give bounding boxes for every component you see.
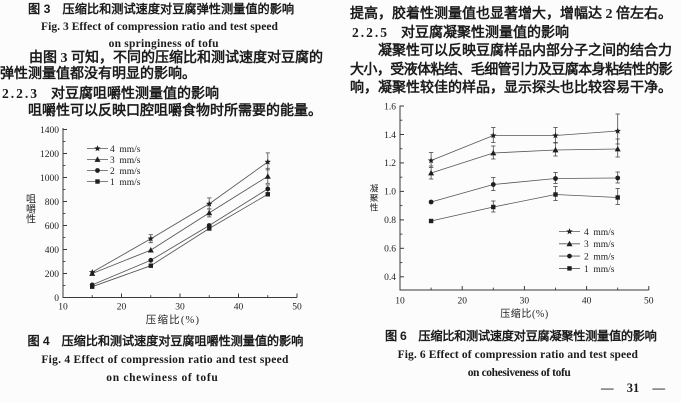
- svg-text:性: 性: [370, 202, 379, 213]
- svg-text:0.4: 0.4: [384, 273, 396, 283]
- svg-text:10: 10: [395, 297, 405, 307]
- svg-text:40: 40: [582, 297, 592, 307]
- svg-text:50: 50: [292, 302, 302, 312]
- svg-text:咀: 咀: [26, 194, 36, 206]
- svg-text:50: 50: [644, 297, 654, 307]
- svg-text:1400: 1400: [40, 126, 59, 136]
- svg-text:聚: 聚: [370, 193, 379, 203]
- svg-text:0: 0: [54, 294, 59, 304]
- svg-text:30: 30: [175, 302, 185, 312]
- svg-text:1.4: 1.4: [384, 131, 396, 141]
- svg-text:400: 400: [45, 246, 60, 256]
- svg-text:1 mm/s: 1 mm/s: [110, 178, 141, 188]
- svg-text:0.8: 0.8: [384, 216, 396, 226]
- svg-text:1000: 1000: [40, 174, 59, 184]
- svg-text:压缩比(%): 压缩比(%): [500, 307, 549, 320]
- svg-text:40: 40: [234, 302, 244, 312]
- svg-text:3 mm/s: 3 mm/s: [584, 240, 615, 250]
- svg-text:1.2: 1.2: [384, 159, 396, 169]
- svg-text:3 mm/s: 3 mm/s: [110, 156, 141, 166]
- svg-text:1 mm/s: 1 mm/s: [584, 265, 615, 275]
- svg-text:4 mm/s: 4 mm/s: [110, 145, 141, 155]
- svg-text:600: 600: [45, 222, 60, 232]
- svg-text:2 mm/s: 2 mm/s: [584, 253, 615, 263]
- svg-text:1.0: 1.0: [384, 188, 396, 198]
- svg-text:2 mm/s: 2 mm/s: [110, 167, 141, 177]
- svg-text:800: 800: [45, 198, 60, 208]
- svg-text:嚼: 嚼: [26, 203, 36, 216]
- svg-text:30: 30: [520, 297, 530, 307]
- svg-text:200: 200: [45, 270, 60, 280]
- svg-text:1.6: 1.6: [384, 102, 396, 112]
- svg-text:压缩比(%): 压缩比(%): [146, 313, 200, 326]
- svg-text:性: 性: [26, 213, 36, 226]
- svg-text:1200: 1200: [40, 150, 59, 160]
- svg-text:20: 20: [457, 297, 467, 307]
- svg-text:凝: 凝: [370, 184, 379, 194]
- svg-text:4 mm/s: 4 mm/s: [584, 228, 615, 238]
- svg-text:0.6: 0.6: [384, 245, 396, 255]
- svg-text:10: 10: [58, 302, 68, 312]
- svg-text:20: 20: [117, 302, 127, 312]
